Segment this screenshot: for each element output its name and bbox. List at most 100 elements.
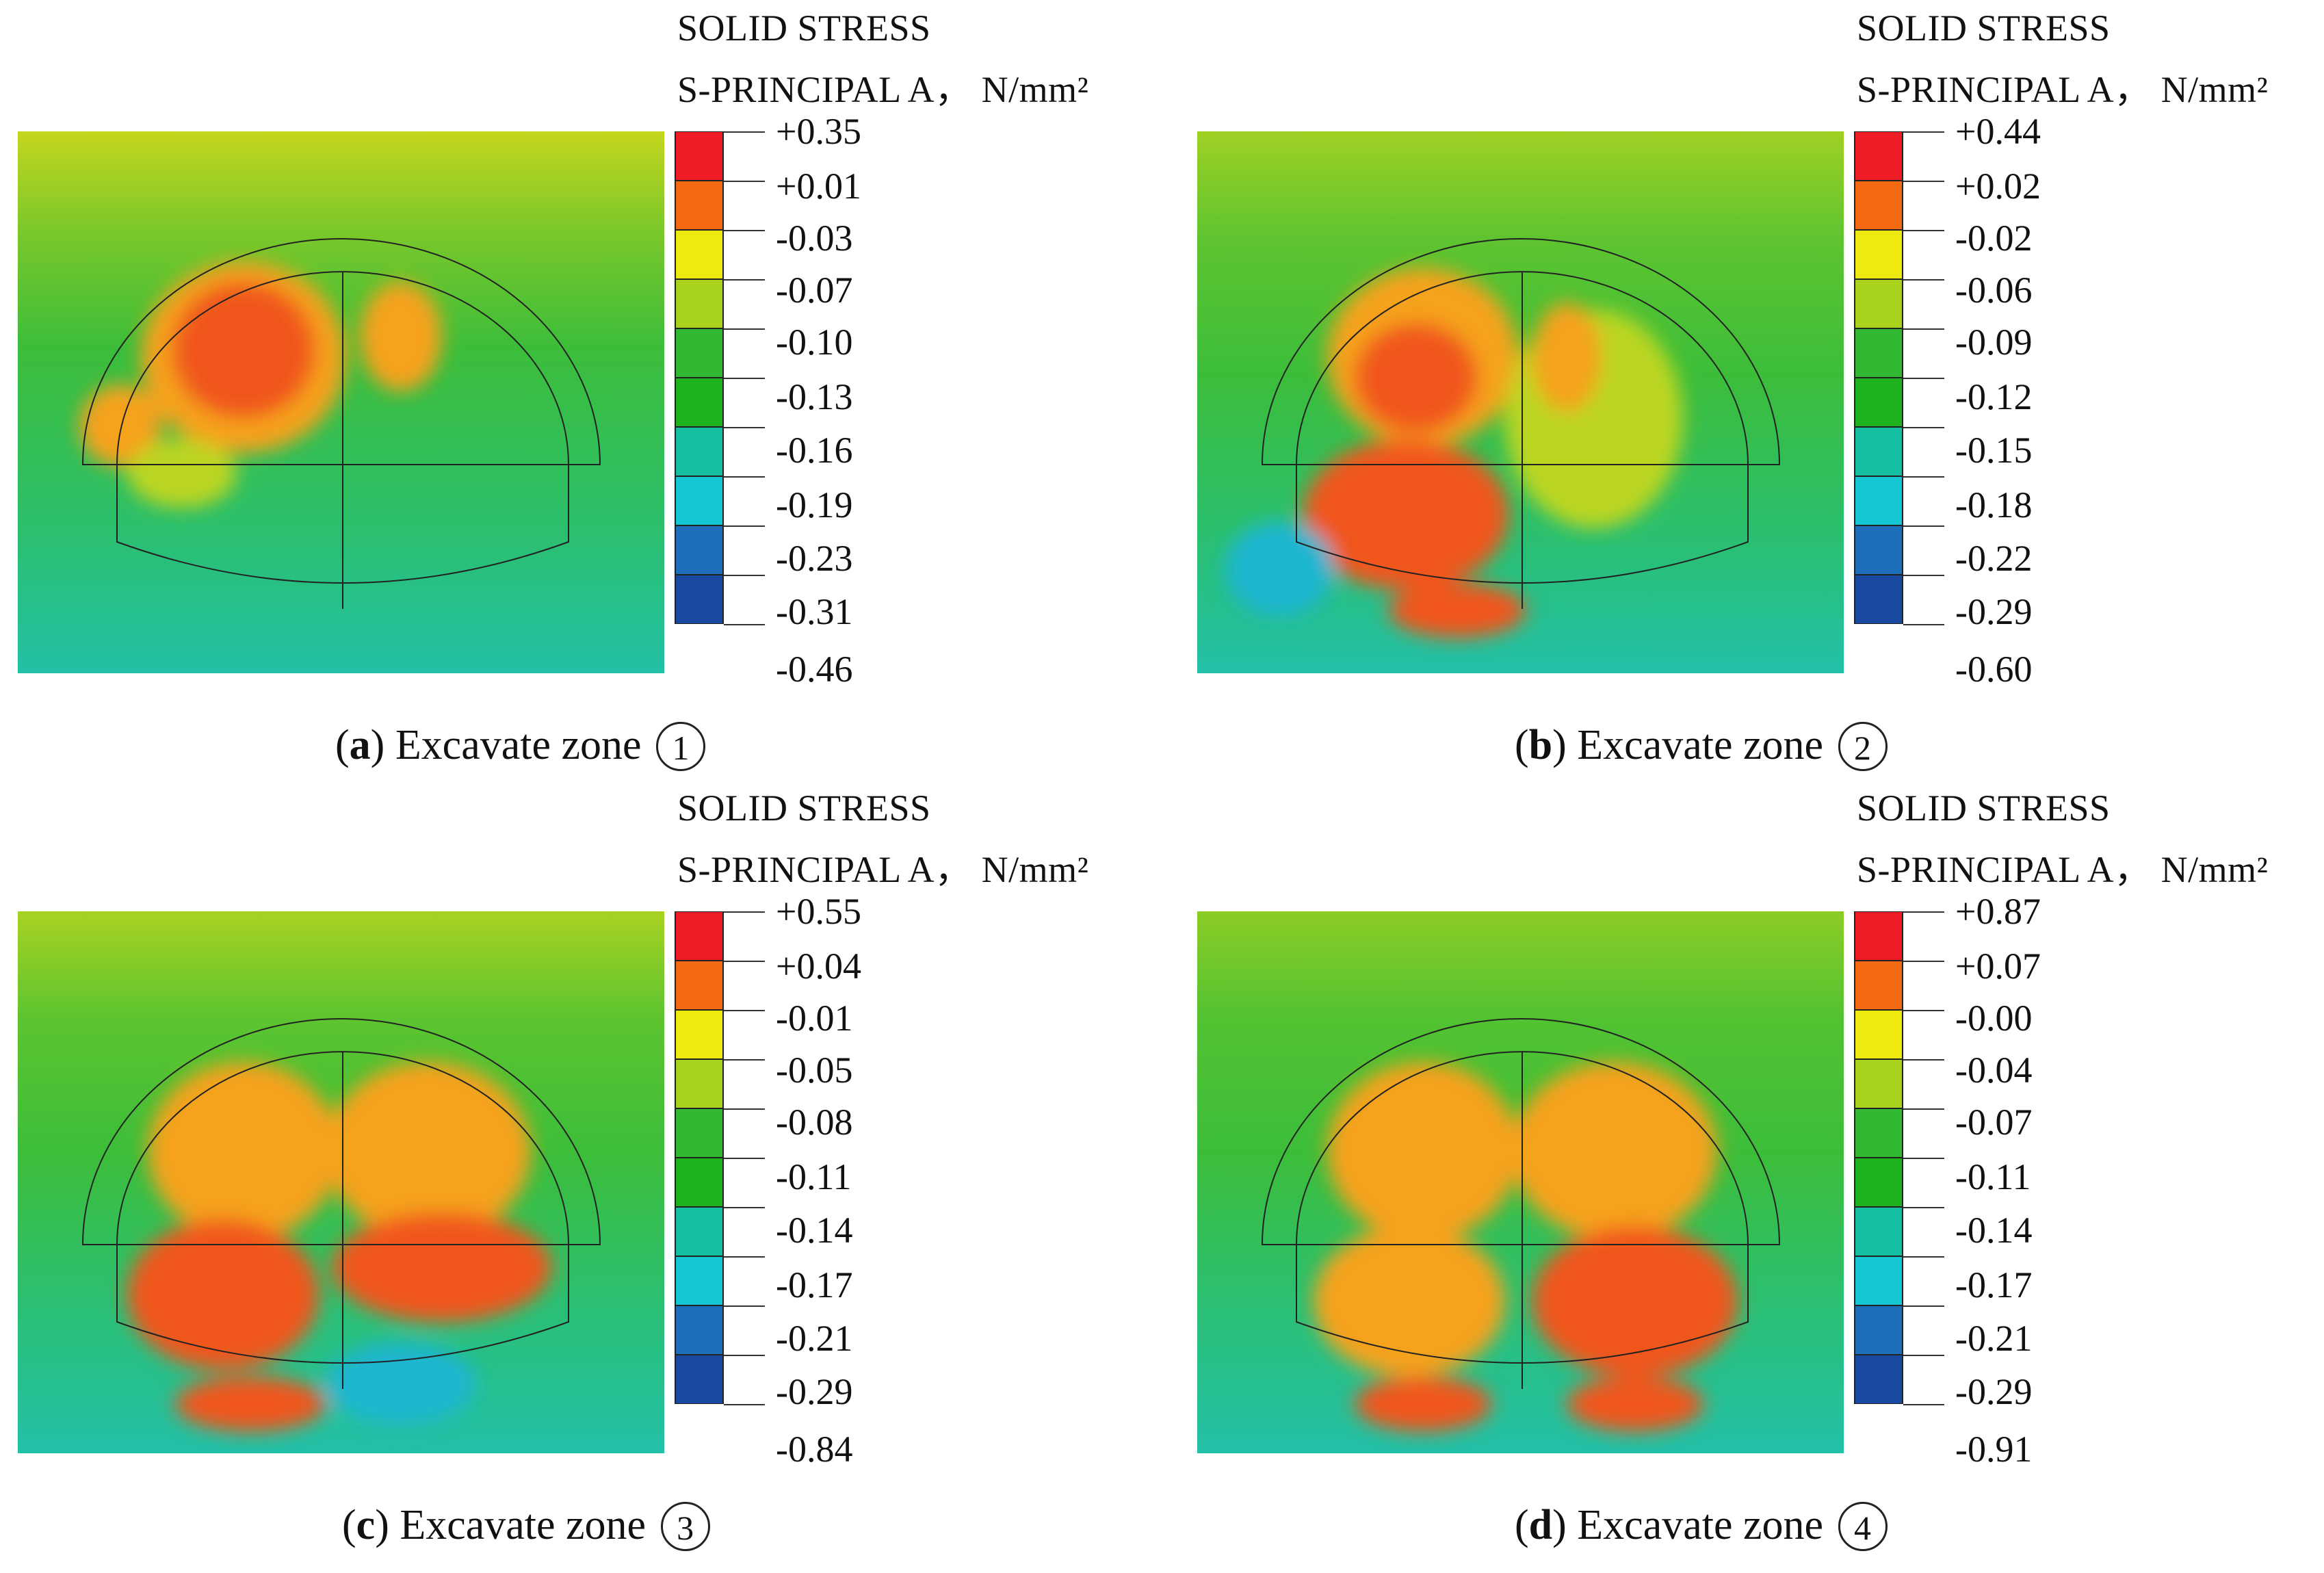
caption-paren: ) (375, 1502, 389, 1548)
legend-value: -0.16 (776, 430, 853, 471)
legend-tick (724, 230, 765, 231)
legend-swatch (675, 1059, 724, 1108)
legend-swatch (1854, 131, 1903, 181)
color-legend: +0.87 +0.07 -0.00 -0.04 -0.07 -0.11 -0.1… (1854, 893, 2114, 1468)
legend-swatch (675, 181, 724, 230)
legend-tick (724, 181, 765, 182)
caption-letter: c (356, 1502, 376, 1548)
legend-tick (1903, 427, 1944, 428)
stress-zone-bottom (175, 1377, 326, 1431)
stress-zone-right-core (1532, 302, 1601, 412)
legend-swatch (1854, 181, 1903, 230)
legend-swatch (675, 1355, 724, 1404)
legend-swatch (1854, 1059, 1903, 1108)
panel-a: SOLID STRESS S-PRINCIPAL A， N/mm² +0.35 … (0, 0, 1162, 786)
zone-number-icon: 4 (1838, 1501, 1888, 1551)
stress-zone-upper-left (1327, 1062, 1519, 1240)
legend-value: -0.15 (1955, 430, 2033, 471)
caption-text: Excavate zone (389, 1502, 657, 1548)
legend-tick (1903, 961, 1944, 962)
legend-swatch (675, 1158, 724, 1207)
caption-text: Excavate zone (1566, 1502, 1834, 1548)
stress-zone-lower-left (1303, 439, 1509, 590)
color-legend: +0.55 +0.04 -0.01 -0.05 -0.08 -0.11 -0.1… (675, 893, 935, 1468)
legend-value: -0.11 (1955, 1156, 2031, 1197)
legend-tick (724, 378, 765, 379)
legend-tick (724, 575, 765, 576)
legend-value: +0.04 (776, 946, 861, 987)
legend-swatch (1854, 1108, 1903, 1158)
legend-value: -0.11 (776, 1156, 852, 1197)
legend-tick (1903, 1158, 1944, 1159)
legend-title: SOLID STRESS (1857, 8, 2111, 49)
caption-paren: ) (1552, 722, 1567, 768)
legend-value: -0.07 (776, 270, 853, 311)
legend-tick (1903, 525, 1944, 527)
legend-tick (1903, 1404, 1944, 1405)
legend-tick (724, 1305, 765, 1307)
legend-swatch (1854, 911, 1903, 961)
lining-arch (1261, 238, 1781, 465)
caption-paren: ( (335, 722, 350, 768)
stress-zone-upper-left-core (172, 282, 315, 419)
legend-value: -0.21 (776, 1318, 853, 1359)
legend-swatch (1854, 378, 1903, 427)
stress-zone-lower-left (1314, 1226, 1505, 1377)
stress-zone-bottom-right (1567, 1377, 1703, 1431)
stress-contour-a (18, 131, 664, 673)
legend-tick (724, 1207, 765, 1208)
legend-value: +0.44 (1955, 111, 2041, 152)
legend-tick (1903, 279, 1944, 281)
legend-tick (724, 1059, 765, 1061)
legend-tick (724, 1404, 765, 1405)
legend-value: -0.84 (776, 1429, 853, 1470)
legend-value: +0.55 (776, 891, 861, 932)
legend-value: +0.87 (1955, 891, 2041, 932)
caption-letter: a (349, 722, 371, 768)
legend-swatch (1854, 575, 1903, 624)
color-legend: +0.35 +0.01 -0.03 -0.07 -0.10 -0.13 -0.1… (675, 113, 935, 688)
legend-swatch (1854, 1158, 1903, 1207)
legend-value: -0.13 (776, 376, 853, 417)
legend-tick (724, 427, 765, 428)
legend-tick (724, 961, 765, 962)
legend-value: -0.01 (776, 998, 853, 1039)
legend-tick (1903, 230, 1944, 231)
legend-value: -0.09 (1955, 322, 2033, 363)
legend-swatch (675, 427, 724, 476)
legend-tick (724, 476, 765, 478)
stress-zone-upper-right (1512, 1062, 1717, 1240)
legend-tick (724, 525, 765, 527)
legend-value: -0.22 (1955, 538, 2033, 579)
legend-swatch (1854, 1010, 1903, 1059)
legend-tick (724, 279, 765, 281)
legend-tick (1903, 1059, 1944, 1061)
legend-swatch (675, 1207, 724, 1256)
legend-tick (724, 131, 765, 133)
legend-swatch (675, 476, 724, 525)
caption-letter: d (1528, 1502, 1553, 1548)
legend-tick (1903, 378, 1944, 379)
legend-tick (724, 1355, 765, 1356)
legend-tick (724, 328, 765, 330)
legend-value: -0.03 (776, 218, 853, 259)
legend-tick (1903, 1256, 1944, 1258)
caption-paren: ( (1515, 1502, 1529, 1548)
legend-value: -0.46 (776, 649, 853, 690)
legend-title: SOLID STRESS (677, 8, 931, 49)
legend-value: -0.18 (1955, 484, 2033, 525)
legend-swatch (675, 378, 724, 427)
caption: (d) Excavate zone 4 (1515, 1501, 1888, 1554)
caption-paren: ) (370, 722, 385, 768)
legend-swatch (675, 230, 724, 279)
legend-subtitle: S-PRINCIPAL A， N/mm² (677, 849, 1089, 890)
legend-swatch (675, 279, 724, 328)
legend-value: -0.60 (1955, 649, 2033, 690)
stress-zone-lower-right (332, 1212, 551, 1322)
stress-zone-right (360, 282, 442, 391)
stress-zone-left-bottom (127, 439, 237, 508)
legend-subtitle: S-PRINCIPAL A， N/mm² (1857, 849, 2269, 890)
legend-value: -0.91 (1955, 1429, 2033, 1470)
legend-swatch (675, 961, 724, 1010)
stress-zone-lower-right (1532, 1226, 1738, 1377)
